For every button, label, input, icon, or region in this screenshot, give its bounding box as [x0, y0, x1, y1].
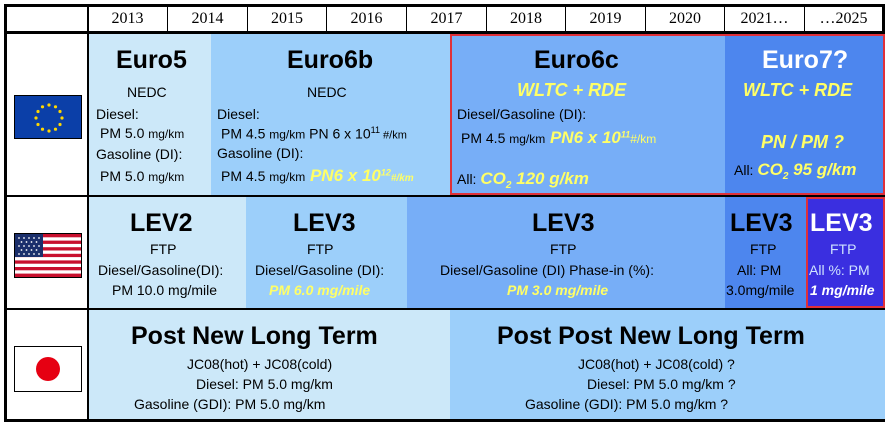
euro6b-line2: PM 4.5 mg/km PN 6 x 1011 #/km — [221, 125, 407, 142]
lev3-2017-title: LEV3 — [293, 209, 356, 237]
japan-flag-icon — [14, 346, 82, 392]
lev3-phasein-cell: LEV3 FTP Diesel/Gasoline (DI) Phase-in (… — [407, 197, 725, 308]
year-2021: 2021… — [725, 7, 805, 31]
ppnlt-line1: JC08(hot) + JC08(cold) ? — [578, 356, 735, 372]
lev2-cycle: FTP — [150, 241, 177, 257]
pnlt-line3: Gasoline (GDI): PM 5.0 mg/km — [134, 396, 326, 412]
year-2013: 2013 — [88, 7, 168, 31]
lev3-2025-line2: 1 mg/mile — [810, 282, 875, 298]
year-2019: 2019 — [566, 7, 646, 31]
lev3-2017-cell: LEV3 FTP Diesel/Gasoline (DI): PM 6.0 mg… — [246, 197, 407, 308]
us-flag-icon — [14, 233, 82, 278]
row-divider-eu-us — [4, 195, 885, 197]
euro5-line1: Diesel: — [96, 106, 139, 122]
euro7-cycle: WLTC + RDE — [743, 80, 853, 100]
euro6b-cycle: NEDC — [307, 84, 347, 100]
lev3-2021-line2: 3.0mg/mile — [726, 282, 795, 298]
ppnlt-line3: Gasoline (GDI): PM 5.0 mg/km ? — [525, 396, 729, 412]
lev3-2025-line1: All %: PM — [809, 262, 870, 278]
year-2016: 2016 — [327, 7, 407, 31]
euro6c-cycle: WLTC + RDE — [517, 80, 627, 100]
euro6b-line4: PM 4.5 mg/km PN6 x 1012#/km — [221, 166, 414, 185]
header-divider — [4, 31, 885, 34]
euro6c-line3: All: CO2 120 g/km — [457, 169, 589, 191]
lev3-2021-cell: LEV3 FTP All: PM 3.0mg/mile — [725, 197, 806, 308]
euro6b-title: Euro6b — [287, 46, 374, 74]
euro6c-line1: Diesel/Gasoline (DI): — [457, 106, 587, 122]
lev3-phasein-line1: Diesel/Gasoline (DI) Phase-in (%): — [440, 262, 654, 278]
post-post-new-long-term-cell: Post Post New Long Term JC08(hot) + JC08… — [450, 310, 885, 419]
lev3-2017-line2: PM 6.0 mg/mile — [269, 282, 371, 298]
euro5-cell: Euro5 NEDC Diesel: PM 5.0 mg/km Gasoline… — [89, 34, 211, 195]
euro7-line1: PN / PM ? — [761, 132, 845, 152]
lev3-2017-line1: Diesel/Gasoline (DI): — [255, 262, 385, 278]
pnlt-title: Post New Long Term — [131, 322, 378, 350]
year-2020: 2020 — [646, 7, 725, 31]
lev2-line1: Diesel/Gasoline(DI): — [98, 262, 224, 278]
euro6c-line2: PM 4.5 mg/km PN6 x 1011#/km — [461, 128, 657, 147]
lev3-phasein-title: LEV3 — [532, 209, 595, 237]
euro5-line4: PM 5.0 mg/km — [100, 168, 185, 184]
ppnlt-title: Post Post New Long Term — [497, 322, 805, 350]
year-2017: 2017 — [407, 7, 487, 31]
euro7-line2: All: CO2 95 g/km — [734, 160, 857, 182]
lev3-2021-line1: All: PM — [737, 262, 782, 278]
post-new-long-term-cell: Post New Long Term JC08(hot) + JC08(cold… — [89, 310, 450, 419]
lev3-phasein-cycle: FTP — [550, 241, 577, 257]
lev3-phasein-line2: PM 3.0 mg/mile — [507, 282, 609, 298]
euro6b-cell: Euro6b NEDC Diesel: PM 4.5 mg/km PN 6 x … — [211, 34, 450, 195]
lev3-2021-title: LEV3 — [730, 209, 793, 237]
lev3-2021-cycle: FTP — [750, 241, 777, 257]
lev3-2025-cycle: FTP — [830, 241, 857, 257]
lev2-title: LEV2 — [130, 209, 193, 237]
row-divider-us-jp — [4, 308, 885, 310]
euro7-title: Euro7? — [762, 46, 849, 74]
euro6b-line3: Gasoline (DI): — [217, 145, 304, 161]
lev2-line2: PM 10.0 mg/mile — [112, 282, 218, 298]
lev2-cell: LEV2 FTP Diesel/Gasoline(DI): PM 10.0 mg… — [89, 197, 246, 308]
euro5-cycle: NEDC — [127, 84, 167, 100]
lev3-2017-cycle: FTP — [307, 241, 334, 257]
year-2015: 2015 — [248, 7, 327, 31]
euro6c-cell: Euro6c WLTC + RDE Diesel/Gasoline (DI): … — [450, 34, 725, 195]
euro7-cell: Euro7? WLTC + RDE PN / PM ? All: CO2 95 … — [725, 34, 885, 195]
pnlt-line1: JC08(hot) + JC08(cold) — [187, 356, 333, 372]
euro5-title: Euro5 — [116, 46, 187, 74]
euro5-line3: Gasoline (DI): — [96, 146, 183, 162]
year-2018: 2018 — [487, 7, 566, 31]
ppnlt-line2: Diesel: PM 5.0 mg/km ? — [587, 376, 736, 392]
eu-flag-icon — [14, 95, 82, 139]
euro6b-line1: Diesel: — [217, 106, 260, 122]
lev3-2025-cell: LEV3 FTP All %: PM 1 mg/mile — [806, 197, 885, 308]
pnlt-line2: Diesel: PM 5.0 mg/km — [196, 376, 333, 392]
year-2014: 2014 — [168, 7, 248, 31]
lev3-2025-title: LEV3 — [810, 209, 873, 237]
year-2025: …2025 — [819, 10, 868, 27]
flag-column-divider — [87, 4, 89, 422]
euro5-line2: PM 5.0 mg/km — [100, 125, 185, 141]
euro6c-title: Euro6c — [534, 46, 619, 74]
